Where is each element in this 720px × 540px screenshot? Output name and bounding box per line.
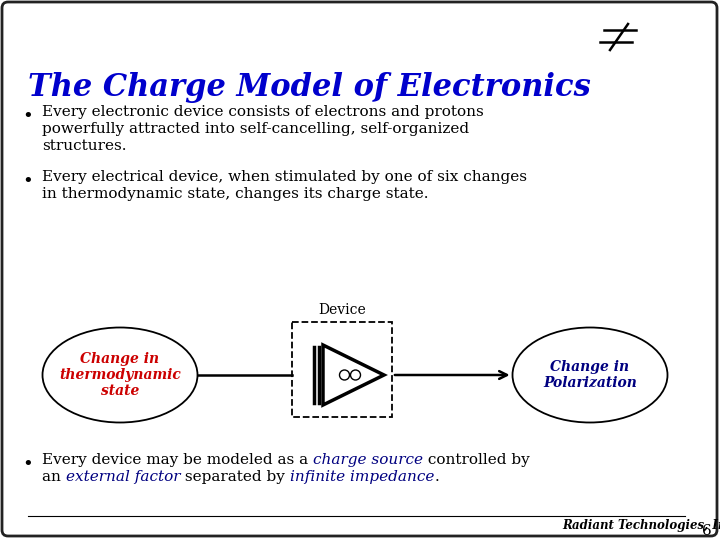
Text: Every electrical device, when stimulated by one of six changes: Every electrical device, when stimulated… [42,170,527,184]
Text: thermodynamic: thermodynamic [59,368,181,382]
Text: Radiant Technologies, Inc.: Radiant Technologies, Inc. [562,519,720,532]
Text: external factor: external factor [66,470,180,484]
Text: controlled by: controlled by [423,453,530,467]
Text: Every device may be modeled as a: Every device may be modeled as a [42,453,313,467]
Text: The Charge Model of Electronics: The Charge Model of Electronics [28,72,590,103]
Ellipse shape [513,327,667,422]
Text: infinite impedance: infinite impedance [290,470,434,484]
Text: structures.: structures. [42,139,127,153]
Text: .: . [434,470,439,484]
Text: Change in: Change in [81,352,160,366]
Text: 6: 6 [702,524,712,538]
Ellipse shape [42,327,197,422]
Text: Change in: Change in [550,360,629,374]
Text: Device: Device [318,303,366,317]
Text: •: • [22,455,32,473]
Text: •: • [22,172,32,190]
Text: powerfully attracted into self-cancelling, self-organized: powerfully attracted into self-cancellin… [42,122,469,136]
Text: Polarization: Polarization [543,376,637,390]
Bar [292,322,392,417]
Text: an: an [42,470,66,484]
Text: Every electronic device consists of electrons and protons: Every electronic device consists of elec… [42,105,484,119]
Text: separated by: separated by [180,470,290,484]
Text: charge source: charge source [313,453,423,467]
Text: state: state [101,384,139,398]
Text: •: • [22,107,32,125]
Text: in thermodynamic state, changes its charge state.: in thermodynamic state, changes its char… [42,187,428,201]
